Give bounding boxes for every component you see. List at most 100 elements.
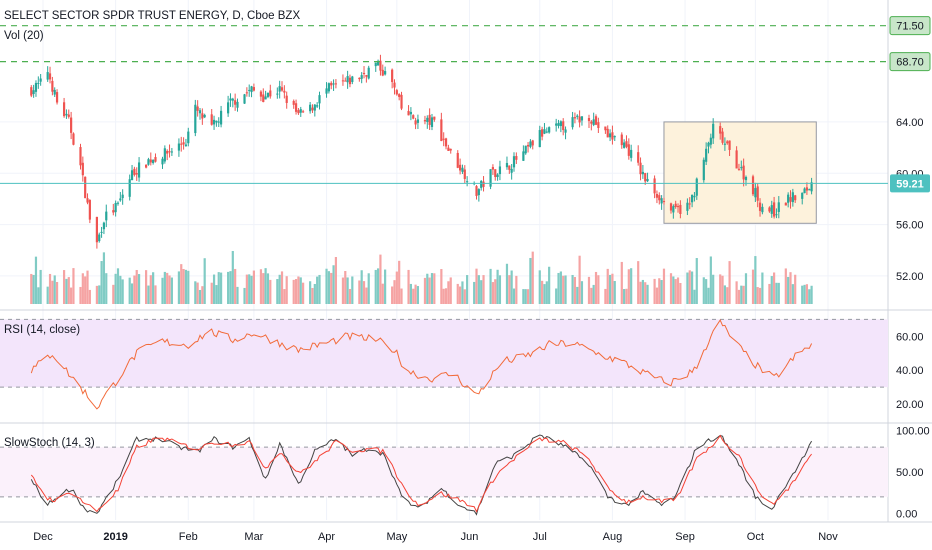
candle-body: [297, 110, 300, 114]
volume-bar: [135, 269, 138, 304]
volume-bar: [423, 277, 427, 304]
volume-bar: [447, 281, 450, 304]
volume-bar: [660, 280, 663, 304]
candle-body: [702, 159, 705, 181]
volume-bar: [695, 258, 698, 304]
volume-bar: [409, 283, 412, 304]
candle-body: [198, 110, 202, 114]
candle-body: [351, 76, 354, 82]
volume-bar: [348, 288, 352, 304]
volume-bar: [611, 273, 614, 304]
candle-body: [341, 80, 345, 82]
rsi-line: [30, 319, 813, 410]
volume-bar: [459, 286, 462, 304]
candle-body: [482, 181, 485, 187]
volume-bar: [548, 266, 551, 304]
volume-bar: [39, 269, 42, 304]
candle-body: [480, 181, 483, 188]
volume-bar: [48, 273, 52, 304]
candle-body: [414, 120, 417, 125]
candle-body: [728, 140, 731, 150]
volume-bar: [166, 272, 169, 304]
level-badge: [889, 16, 931, 36]
volume-bar: [360, 270, 363, 304]
candle-body: [278, 86, 281, 92]
time-tick-label: Sep: [675, 531, 695, 543]
price-badges: 71.50 68.70 59.21: [889, 16, 931, 193]
stoch-band-background: [0, 447, 888, 497]
candle-body: [112, 210, 115, 213]
candle-body: [653, 178, 656, 194]
candle-body: [463, 169, 466, 179]
horizontal-levels[interactable]: [0, 25, 888, 184]
candle-body: [62, 102, 66, 117]
volume-bar: [201, 286, 204, 304]
volume-bar: [346, 277, 349, 304]
time-axis[interactable]: Dec 2019 Feb Mar Apr May Jun Jul Aug Sep Oct Nov: [33, 531, 838, 543]
candle-body: [65, 113, 68, 116]
candle-body: [564, 129, 567, 133]
candle-body: [269, 90, 272, 97]
chart-title: SELECT SECTOR SPDR TRUST ENERGY, D, Cboe…: [4, 10, 301, 22]
volume-bar: [482, 275, 485, 304]
volume-bar: [297, 276, 300, 304]
volume-bar: [625, 288, 628, 304]
volume-bar: [740, 285, 743, 304]
volume-bar: [496, 269, 499, 304]
volume-bar: [248, 274, 251, 304]
volume-bar: [292, 279, 295, 304]
candle-body: [55, 92, 59, 103]
candle-body: [676, 206, 680, 208]
volume-bar: [53, 275, 56, 304]
candle-body: [37, 82, 40, 84]
volume-bar: [477, 275, 480, 304]
candle-body: [557, 123, 560, 126]
candle-body: [592, 119, 595, 126]
volume-bar: [400, 288, 403, 304]
candle-body: [217, 121, 220, 123]
candle-body: [264, 96, 267, 100]
volume-bar: [524, 289, 527, 304]
candle-body: [367, 67, 370, 79]
volume-bar: [440, 269, 443, 304]
candle-body: [48, 73, 52, 80]
volume-bar: [463, 289, 466, 304]
volume-label: Vol (20): [4, 30, 44, 42]
volume-bar: [294, 279, 298, 304]
candle-body: [227, 102, 230, 114]
volume-bar: [693, 289, 696, 304]
candle-body: [299, 109, 302, 113]
volume-bar: [515, 275, 518, 304]
candle-body: [695, 178, 698, 196]
volume-bar: [412, 288, 415, 304]
rsi-tick-label: 40.00: [896, 365, 924, 377]
volume-bar: [379, 254, 382, 304]
volume-bar: [676, 277, 680, 304]
candle-body: [791, 192, 794, 203]
candle-body: [250, 86, 253, 93]
candle-body: [201, 113, 204, 119]
candle-body: [330, 82, 333, 86]
volume-bar: [341, 277, 345, 304]
volume-bar: [594, 271, 598, 304]
time-tick-label: Mar: [244, 531, 263, 543]
candle-body: [149, 159, 152, 163]
candle-body: [210, 114, 213, 125]
candle-body: [302, 111, 305, 113]
candle-body: [348, 77, 352, 85]
volume-bar: [627, 269, 630, 304]
volume-bar: [250, 275, 253, 304]
candle-body: [709, 137, 712, 145]
volume-bar: [489, 268, 492, 304]
candle-body: [449, 148, 452, 151]
volume-bar: [794, 274, 797, 304]
candle-body: [639, 162, 642, 175]
candle-body: [754, 188, 757, 198]
candle-body: [498, 166, 502, 175]
volume-bar: [787, 276, 790, 304]
volume-bar: [187, 270, 190, 304]
volume-bar: [327, 271, 330, 304]
candle-body: [723, 143, 726, 145]
volume-bar: [149, 275, 152, 304]
